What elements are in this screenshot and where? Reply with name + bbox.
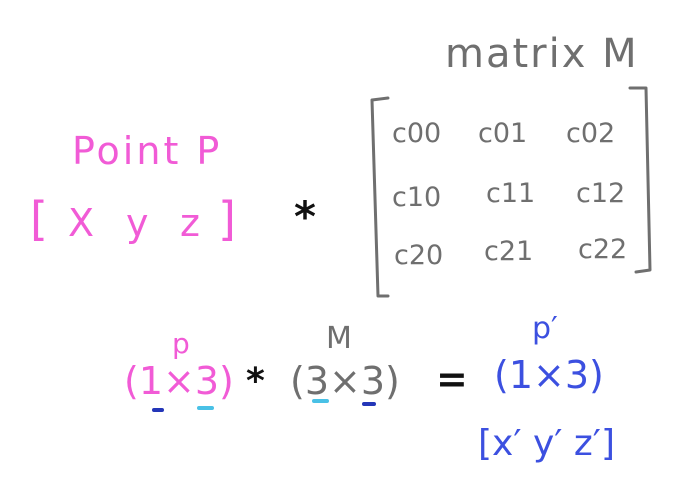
matrix-cell: c11 bbox=[486, 178, 536, 209]
matrix-cell: c01 bbox=[478, 118, 528, 149]
point-x: X bbox=[68, 201, 95, 245]
result-vector: [x′ y′ z′] bbox=[478, 423, 616, 464]
equation-multiply: * bbox=[246, 361, 265, 402]
point-z: z bbox=[180, 201, 200, 245]
point-left-bracket: [ bbox=[30, 192, 48, 246]
matrix-cell: c02 bbox=[566, 118, 616, 149]
matrix-cell: c10 bbox=[392, 182, 442, 213]
matrix-cell: c12 bbox=[576, 178, 626, 209]
p-label: p bbox=[172, 327, 190, 360]
p-prime-label: p′ bbox=[532, 311, 558, 346]
p-prime-dimensions: (1×3) bbox=[494, 353, 604, 397]
point-title: Point P bbox=[72, 129, 223, 173]
matrix-cell: c21 bbox=[484, 236, 534, 267]
matrix-cell: c22 bbox=[578, 234, 628, 265]
point-right-bracket: ] bbox=[218, 192, 236, 246]
matrix-title: matrix M bbox=[445, 31, 639, 77]
matrix-left-bracket bbox=[370, 96, 390, 298]
matrix-right-bracket bbox=[628, 86, 652, 274]
matrix-cell: c20 bbox=[394, 240, 444, 271]
matrix-cell: c00 bbox=[392, 118, 442, 149]
m-label: M bbox=[326, 321, 352, 356]
multiply-operator: * bbox=[294, 192, 316, 241]
m-dimensions: (3×3) bbox=[290, 359, 400, 403]
p-dimensions: (1×3) bbox=[124, 359, 234, 403]
point-y: y bbox=[126, 201, 149, 245]
equals-sign: = bbox=[436, 357, 468, 401]
